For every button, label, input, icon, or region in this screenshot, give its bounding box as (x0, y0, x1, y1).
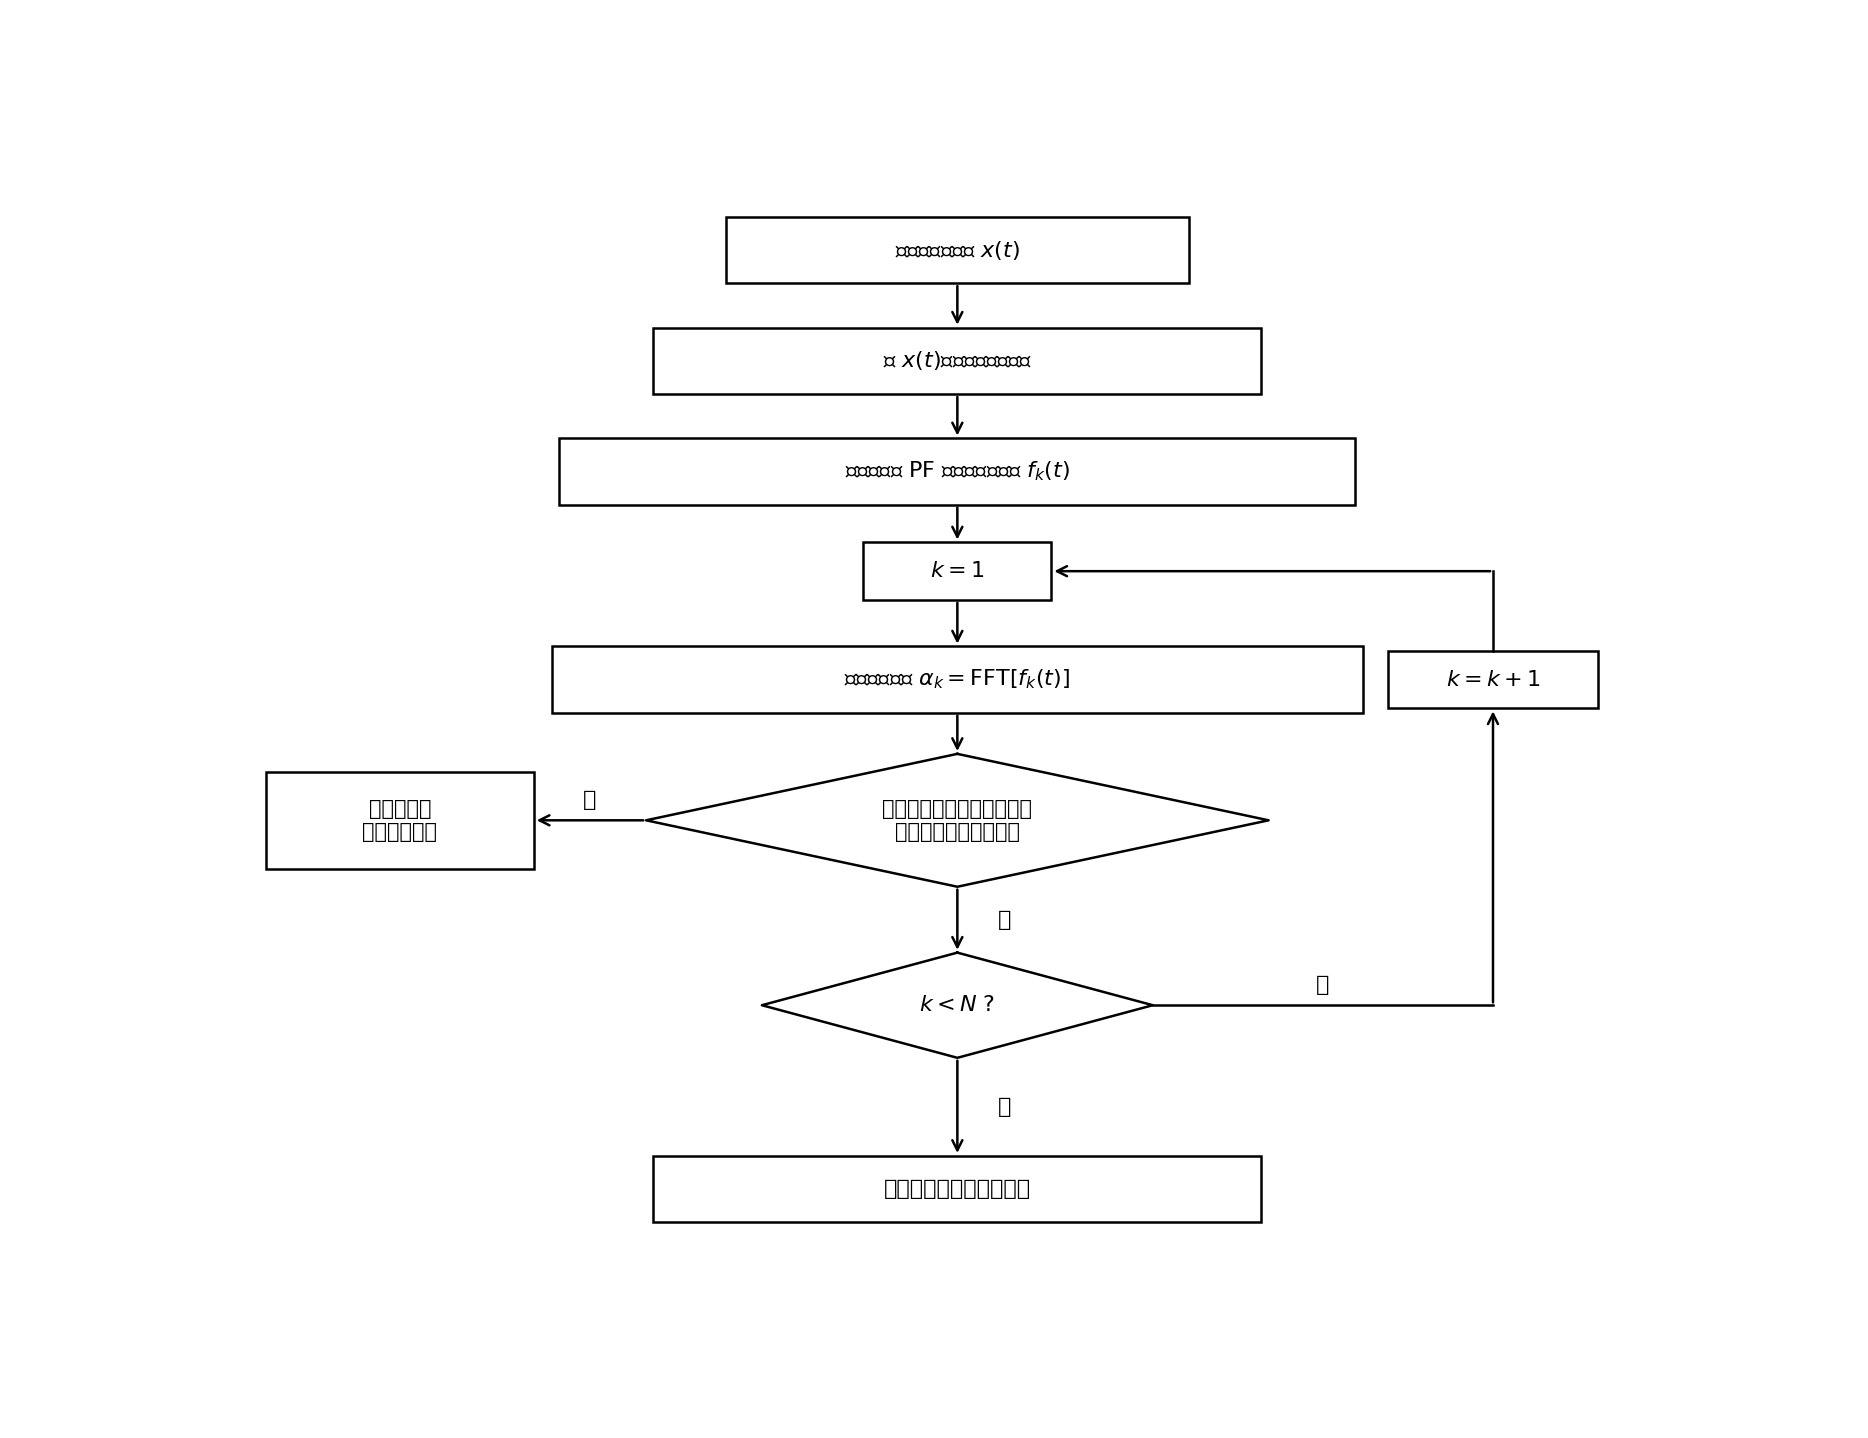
FancyBboxPatch shape (265, 772, 534, 869)
Text: $k=1$: $k=1$ (930, 561, 984, 581)
Text: $k<N$ ?: $k<N$ ? (919, 995, 996, 1015)
Text: 齿轮没有故障，诊断结束: 齿轮没有故障，诊断结束 (884, 1179, 1031, 1199)
FancyBboxPatch shape (654, 1156, 1261, 1222)
Text: 是: 是 (583, 791, 596, 811)
Text: 得到若干个 PF 分量的瞬时频率 $f_k(t)$: 得到若干个 PF 分量的瞬时频率 $f_k(t)$ (844, 460, 1070, 483)
FancyBboxPatch shape (654, 328, 1261, 394)
FancyBboxPatch shape (553, 647, 1364, 713)
Text: 循环频率谱中是否含有转频
及其倍频的明显谱线？: 循环频率谱中是否含有转频 及其倍频的明显谱线？ (882, 798, 1033, 841)
Text: $k=k+1$: $k=k+1$ (1446, 670, 1541, 690)
Text: 对 $x(t)$进行局部均値分解: 对 $x(t)$进行局部均値分解 (884, 349, 1031, 372)
FancyBboxPatch shape (863, 542, 1052, 600)
Text: 否: 否 (998, 1097, 1011, 1117)
Text: 振动加速度信号 $x(t)$: 振动加速度信号 $x(t)$ (895, 239, 1020, 262)
FancyBboxPatch shape (725, 217, 1190, 283)
FancyBboxPatch shape (1388, 651, 1597, 709)
Text: 否: 否 (998, 910, 1011, 930)
Text: 是: 是 (1317, 975, 1330, 995)
FancyBboxPatch shape (559, 439, 1356, 505)
Text: 齿轮含有故
障，诊断结束: 齿轮含有故 障，诊断结束 (362, 798, 437, 841)
Text: 求循环频率谱 $\alpha_k=\mathrm{FFT}[f_k(t)]$: 求循环频率谱 $\alpha_k=\mathrm{FFT}[f_k(t)]$ (844, 667, 1070, 692)
